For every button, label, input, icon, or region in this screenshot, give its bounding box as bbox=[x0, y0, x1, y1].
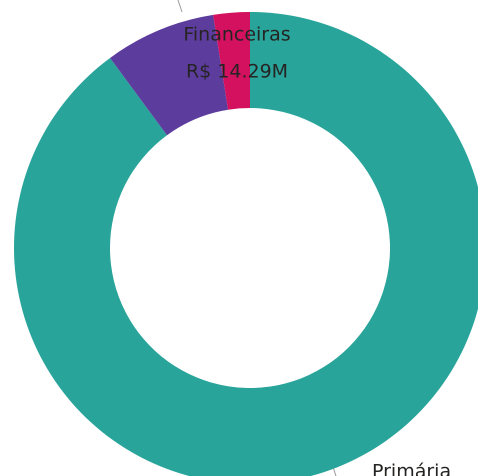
donut-slice bbox=[14, 12, 478, 476]
slice-label: Financeiras bbox=[183, 24, 290, 46]
donut-slice bbox=[110, 14, 229, 136]
slice-value-label: R$ 14.29M bbox=[186, 61, 288, 83]
slice-label: Primária bbox=[372, 461, 451, 476]
leader-line bbox=[177, 0, 183, 13]
donut-slice bbox=[213, 12, 250, 110]
